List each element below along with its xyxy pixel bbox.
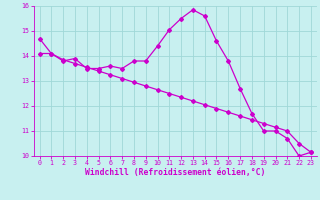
X-axis label: Windchill (Refroidissement éolien,°C): Windchill (Refroidissement éolien,°C)	[85, 168, 265, 177]
